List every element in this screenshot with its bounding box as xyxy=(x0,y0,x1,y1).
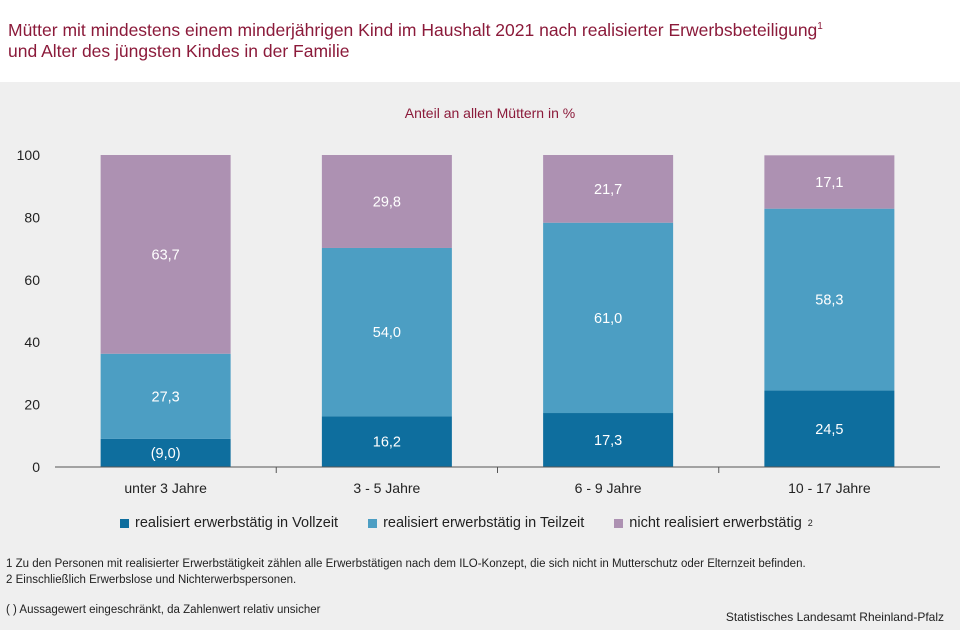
bar-segment xyxy=(321,416,452,467)
bar-segment xyxy=(100,438,231,467)
bar-segment xyxy=(764,155,895,209)
data-label: 24,5 xyxy=(815,422,843,438)
x-tick-label: unter 3 Jahre xyxy=(124,480,207,496)
bar-segment xyxy=(764,390,895,467)
chart-subtitle: Anteil an allen Müttern in % xyxy=(404,105,576,121)
legend-item: realisiert erwerbstätig in Vollzeit xyxy=(120,515,338,531)
footnote-1: 1 Zu den Personen mit realisierter Erwer… xyxy=(6,558,806,570)
y-tick-label: 80 xyxy=(24,209,40,225)
title-footnote-marker: 1 xyxy=(817,21,823,33)
footnote-3: ( ) Aussagewert eingeschränkt, da Zahlen… xyxy=(6,604,321,616)
footnote-2: 2 Einschließlich Erwerbslose und Nichter… xyxy=(6,574,297,586)
data-label: 58,3 xyxy=(815,293,843,309)
bar-segment xyxy=(321,155,452,248)
title-line-2: und Alter des jüngsten Kindes in der Fam… xyxy=(8,41,350,61)
x-tick-label: 3 - 5 Jahre xyxy=(353,480,420,496)
bar-segment xyxy=(321,247,452,417)
bar-segment xyxy=(543,155,674,223)
source-label: Statistisches Landesamt Rheinland-Pfalz xyxy=(725,610,944,624)
legend-item: realisiert erwerbstätig in Teilzeit xyxy=(368,515,584,531)
bar-segment xyxy=(100,353,231,439)
legend-label: realisiert erwerbstätig in Vollzeit xyxy=(135,515,339,531)
stacked-bar-chart: 0 20 40 60 80 100 (9,0) 27,3 63,7 unter 3 Jahre 16… xyxy=(17,147,940,496)
data-label: 29,8 xyxy=(373,194,401,210)
y-tick-label: 40 xyxy=(24,334,40,350)
bar-segment xyxy=(543,222,674,414)
legend-swatch xyxy=(120,518,129,528)
data-label: 27,3 xyxy=(152,389,180,405)
legend-swatch xyxy=(368,518,378,528)
y-tick-label: 0 xyxy=(32,459,40,475)
title-banner: Mütter mit mindestens einem minderjährig… xyxy=(0,0,960,82)
y-tick-label: 20 xyxy=(24,397,40,413)
legend-swatch xyxy=(614,518,624,528)
legend-footnote-marker: 2 xyxy=(807,518,813,528)
data-label: 17,1 xyxy=(815,175,843,191)
data-label: 17,3 xyxy=(594,433,622,449)
bar-segment xyxy=(100,155,231,354)
title-line-1: Mütter mit mindestens einem minderjährig… xyxy=(8,20,818,40)
bar-segment xyxy=(543,413,674,467)
x-tick-label: 6 - 9 Jahre xyxy=(575,480,642,496)
data-label: 63,7 xyxy=(152,247,180,263)
data-label: (9,0) xyxy=(151,446,181,462)
chart-title: Mütter mit mindestens einem minderjährig… xyxy=(8,20,948,62)
y-tick-label: 60 xyxy=(24,272,40,288)
bar-segment xyxy=(764,208,895,391)
legend-label: realisiert erwerbstätig in Teilzeit xyxy=(383,515,585,531)
y-tick-label: 100 xyxy=(17,147,41,163)
legend-label: nicht realisiert erwerbstätig xyxy=(629,515,802,531)
x-tick-label: 10 - 17 Jahre xyxy=(788,480,871,496)
data-label: 61,0 xyxy=(594,311,622,327)
chart-legend: realisiert erwerbstätig in Vollzeit reali… xyxy=(120,515,920,531)
legend-item: nicht realisiert erwerbstätig 2 xyxy=(614,515,813,531)
data-label: 21,7 xyxy=(594,182,622,198)
data-label: 54,0 xyxy=(373,325,401,341)
data-label: 16,2 xyxy=(373,435,401,451)
